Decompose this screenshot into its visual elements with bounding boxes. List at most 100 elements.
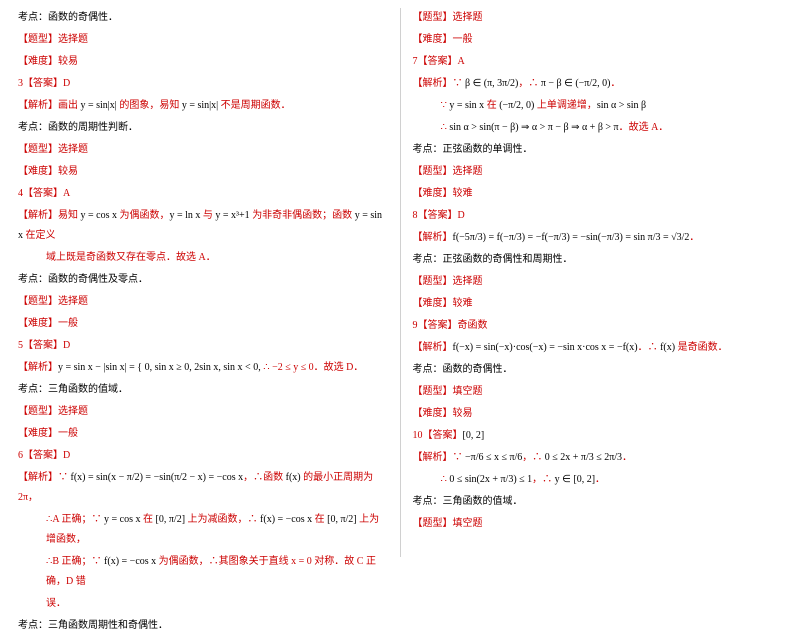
qtype-line: 【题型】选择题 xyxy=(18,140,388,160)
text-fragment: ∴ −2 ≤ y ≤ 0．故选 D． xyxy=(261,362,364,373)
analysis-cont: ∴ 0 ≤ sin(2x + π/3) ≤ 1，∴ y ∈ [0, 2]． xyxy=(413,470,783,490)
text-fragment: 不是周期函数． xyxy=(218,100,291,111)
text-fragment: 是奇函数． xyxy=(675,342,728,353)
formula: −π/6 ≤ x ≤ π/6 xyxy=(465,452,522,463)
formula: f(x) = −cos x xyxy=(260,514,312,525)
formula: sin α > sin β xyxy=(597,100,646,111)
qtype-line: 【题型】选择题 xyxy=(413,162,783,182)
qtype-line: 【题型】选择题 xyxy=(18,292,388,312)
formula: y = cos x xyxy=(81,210,117,221)
formula: π − β ∈ (−π/2, 0) xyxy=(541,78,611,89)
text-fragment: 在定义 xyxy=(23,230,56,241)
text-fragment: ． xyxy=(622,452,632,463)
analysis-cont: ∴B 正确；∵ f(x) = −cos x 为偶函数，∴其图象关于直线 x = … xyxy=(18,552,388,592)
formula: [0, π/2] xyxy=(156,514,186,525)
topic-line: 考点：三角函数周期性和奇偶性． xyxy=(18,616,388,636)
text-fragment: ，∴ xyxy=(518,78,541,89)
analysis-line: 【解析】f(−5π/3) = f(−π/3) = −f(−π/3) = −sin… xyxy=(413,228,783,248)
text-fragment: ，∴ xyxy=(532,474,555,485)
analysis-label: 【解析】画出 xyxy=(18,100,81,111)
formula: f(−5π/3) = f(−π/3) = −f(−π/3) = −sin(−π/… xyxy=(453,232,690,243)
analysis-line: 【解析】画出 y = sin|x| 的图象，易知 y = sin|x| 不是周期… xyxy=(18,96,388,116)
answer-line: 3【答案】D xyxy=(18,74,388,94)
text-fragment: 为非奇非偶函数；函数 xyxy=(250,210,355,221)
qtype-line: 【题型】填空题 xyxy=(413,382,783,402)
analysis-label: 【解析】易知 xyxy=(18,210,81,221)
formula: f(−x) = sin(−x)·cos(−x) = −sin x·cos x =… xyxy=(453,342,638,353)
qtype-line: 【题型】选择题 xyxy=(18,30,388,50)
text-fragment: ，∴ xyxy=(522,452,545,463)
topic-line: 考点：正弦函数的单调性． xyxy=(413,140,783,160)
analysis-line: 【解析】∵ β ∈ (π, 3π/2)，∴ π − β ∈ (−π/2, 0)． xyxy=(413,74,783,94)
difficulty-line: 【难度】较易 xyxy=(413,404,783,424)
text-fragment: 10【答案】 xyxy=(413,430,463,441)
text-fragment: ． xyxy=(610,78,620,89)
text-fragment: 在 xyxy=(141,514,156,525)
qtype-line: 【题型】填空题 xyxy=(413,514,783,534)
formula: f(x) = sin(x − π/2) = −sin(π/2 − x) = −c… xyxy=(71,472,244,483)
topic-line: 考点：函数的奇偶性． xyxy=(18,8,388,28)
formula: sin α > sin(π − β) ⇒ α > π − β ⇒ α + β >… xyxy=(449,122,618,133)
answer-line: 5【答案】D xyxy=(18,336,388,356)
text-fragment: 上单调递增， xyxy=(534,100,597,111)
difficulty-line: 【难度】较易 xyxy=(18,162,388,182)
text-fragment: 为偶函数， xyxy=(117,210,170,221)
analysis-label: 【解析】∵ xyxy=(413,452,466,463)
text-fragment: 与 xyxy=(200,210,215,221)
difficulty-line: 【难度】一般 xyxy=(18,424,388,444)
qtype-line: 【题型】选择题 xyxy=(18,402,388,422)
text-fragment: ，∴函数 xyxy=(243,472,286,483)
text-fragment: ． xyxy=(595,474,605,485)
formula: y = sin x − |sin x| = { 0, sin x ≥ 0, 2s… xyxy=(58,362,261,373)
formula: β ∈ (π, 3π/2) xyxy=(465,78,518,89)
text-fragment: ∴A 正确；∵ xyxy=(46,514,104,525)
formula: y = sin|x| xyxy=(81,100,117,111)
analysis-label: 【解析】∵ xyxy=(413,78,466,89)
difficulty-line: 【难度】较难 xyxy=(413,184,783,204)
analysis-label: 【解析】 xyxy=(413,232,453,243)
difficulty-line: 【难度】一般 xyxy=(413,30,783,50)
analysis-cont: ∴ sin α > sin(π − β) ⇒ α > π − β ⇒ α + β… xyxy=(413,118,783,138)
formula: 0 ≤ 2x + π/3 ≤ 2π/3 xyxy=(545,452,622,463)
formula: f(x) xyxy=(286,472,301,483)
analysis-label: 【解析】∵ xyxy=(18,472,71,483)
text-fragment: 的图象，易知 xyxy=(117,100,182,111)
text-fragment: 在 xyxy=(484,100,499,111)
formula: y = ln x xyxy=(169,210,200,221)
answer-line: 7【答案】A xyxy=(413,52,783,72)
qtype-line: 【题型】选择题 xyxy=(413,8,783,28)
qtype-line: 【题型】选择题 xyxy=(413,272,783,292)
analysis-cont: ∵ y = sin x 在 (−π/2, 0) 上单调递增，sin α > si… xyxy=(413,96,783,116)
text-fragment: ∴B 正确；∵ xyxy=(46,556,104,567)
difficulty-line: 【难度】较易 xyxy=(18,52,388,72)
topic-line: 考点：函数的周期性判断． xyxy=(18,118,388,138)
text-fragment: ．故选 A． xyxy=(619,122,669,133)
formula: y ∈ [0, 2] xyxy=(555,474,595,485)
formula: y = sin x xyxy=(449,100,484,111)
formula: 0 ≤ sin(2x + π/3) ≤ 1 xyxy=(449,474,532,485)
analysis-line: 【解析】y = sin x − |sin x| = { 0, sin x ≥ 0… xyxy=(18,358,388,378)
text-fragment: ． xyxy=(689,232,699,243)
answer-line: 9【答案】奇函数 xyxy=(413,316,783,336)
analysis-label: 【解析】 xyxy=(18,362,58,373)
difficulty-line: 【难度】一般 xyxy=(18,314,388,334)
formula: y = sin|x| xyxy=(182,100,218,111)
topic-line: 考点：正弦函数的奇偶性和周期性． xyxy=(413,250,783,270)
answer-line: 4【答案】A xyxy=(18,184,388,204)
formula: [0, 2] xyxy=(463,430,485,441)
document-page: 考点：函数的奇偶性． 【题型】选择题 【难度】较易 3【答案】D 【解析】画出 … xyxy=(0,0,800,565)
analysis-cont: ∴A 正确；∵ y = cos x 在 [0, π/2] 上为减函数，∴ f(x… xyxy=(18,510,388,550)
analysis-line: 【解析】∵ −π/6 ≤ x ≤ π/6，∴ 0 ≤ 2x + π/3 ≤ 2π… xyxy=(413,448,783,468)
left-column: 考点：函数的奇偶性． 【题型】选择题 【难度】较易 3【答案】D 【解析】画出 … xyxy=(18,8,401,557)
analysis-cont: 域上既是奇函数又存在零点．故选 A． xyxy=(18,248,388,268)
formula: f(x) xyxy=(660,342,675,353)
answer-line: 10【答案】[0, 2] xyxy=(413,426,783,446)
formula: y = cos x xyxy=(104,514,140,525)
formula: (−π/2, 0) xyxy=(499,100,534,111)
text-fragment: 上为减函数，∴ xyxy=(185,514,260,525)
topic-line: 考点：函数的奇偶性及零点． xyxy=(18,270,388,290)
topic-line: 考点：三角函数的值域． xyxy=(18,380,388,400)
answer-line: 8【答案】D xyxy=(413,206,783,226)
analysis-line: 【解析】易知 y = cos x 为偶函数，y = ln x 与 y = x³+… xyxy=(18,206,388,246)
analysis-line: 【解析】f(−x) = sin(−x)·cos(−x) = −sin x·cos… xyxy=(413,338,783,358)
